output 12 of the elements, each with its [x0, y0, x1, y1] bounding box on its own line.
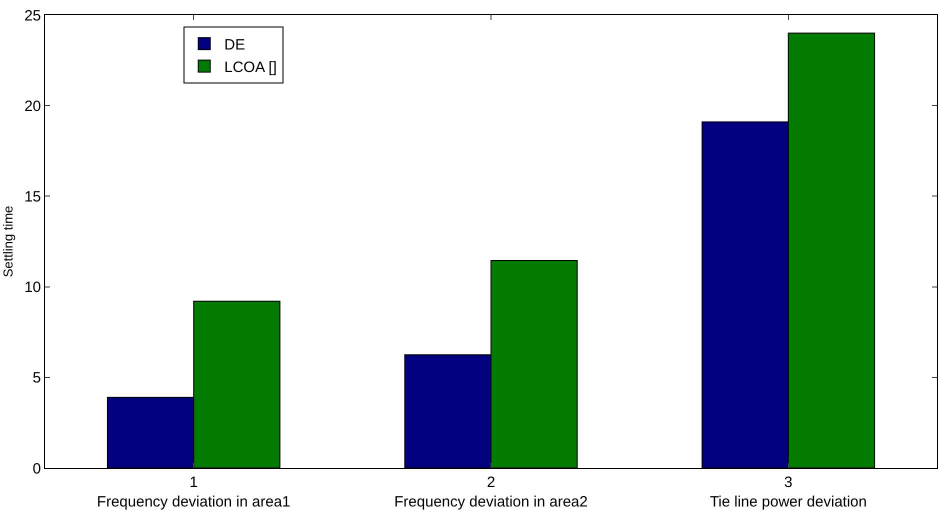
y-tick-label: 15 [24, 188, 41, 206]
x-tick-label: 1 Frequency deviation in area1 [96, 474, 290, 510]
y-axis-title: Settling time [0, 206, 16, 278]
y-tick-label: 25 [24, 7, 41, 24]
y-tick-label: 20 [24, 98, 41, 115]
y-tick-label: 5 [32, 370, 41, 387]
legend-label: LCOA [] [224, 58, 277, 76]
legend-label: DE [224, 36, 246, 54]
x-tick-label: 3 Tie line power deviation [710, 474, 867, 510]
y-tick-label: 0 [32, 460, 41, 478]
x-tick-label: 2 Frequency deviation in area2 [394, 474, 588, 510]
y-tick-label: 10 [24, 279, 41, 296]
